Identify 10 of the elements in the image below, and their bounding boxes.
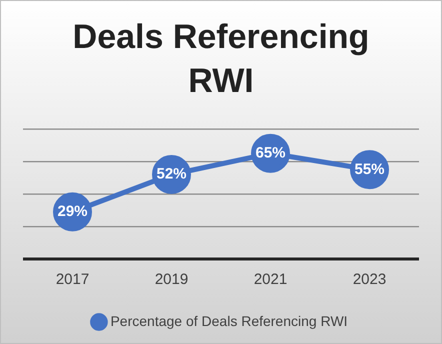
data-label: 55% bbox=[354, 160, 385, 178]
x-tick-label: 2017 bbox=[56, 271, 90, 288]
data-label: 29% bbox=[57, 203, 88, 220]
x-tick-label: 2021 bbox=[254, 271, 288, 288]
legend-label: Percentage of Deals Referencing RWI bbox=[110, 312, 348, 329]
data-label: 65% bbox=[255, 144, 286, 162]
chart-title: Deals Referencing RWI bbox=[72, 17, 370, 102]
x-tick-label: 2023 bbox=[352, 271, 386, 288]
x-tick-label: 2019 bbox=[154, 271, 188, 288]
data-label: 52% bbox=[156, 166, 187, 183]
